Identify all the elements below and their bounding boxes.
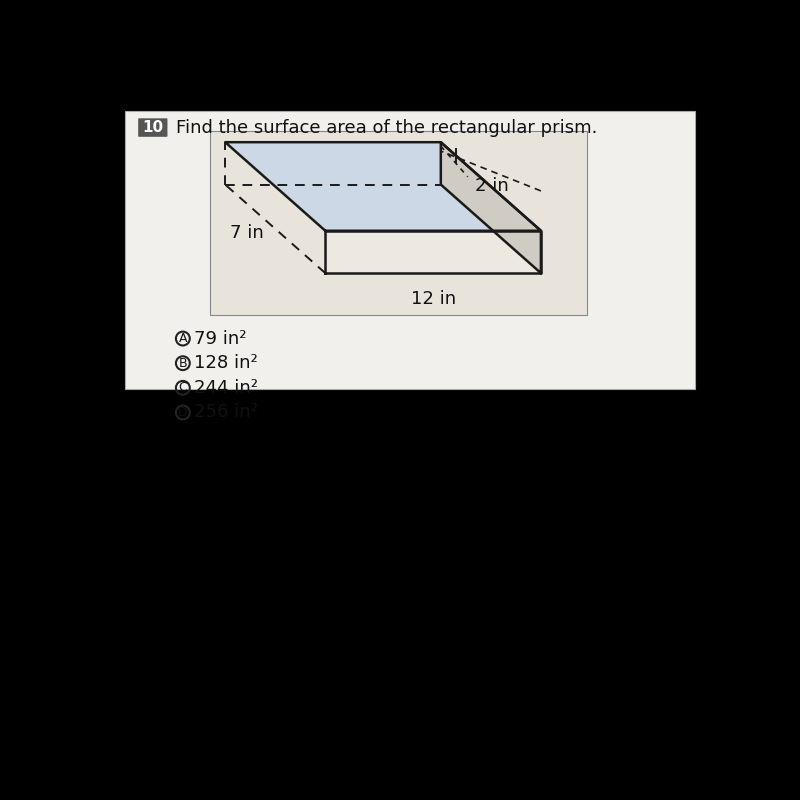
Text: 256 in²: 256 in²: [194, 403, 258, 422]
FancyBboxPatch shape: [125, 111, 695, 389]
Text: 128 in²: 128 in²: [194, 354, 258, 372]
Bar: [210, 130, 587, 315]
Polygon shape: [226, 142, 541, 230]
Text: Find the surface area of the rectangular prism.: Find the surface area of the rectangular…: [176, 118, 598, 137]
Text: 10: 10: [142, 120, 163, 135]
Text: A: A: [178, 332, 187, 345]
Text: 7 in: 7 in: [230, 224, 264, 242]
Text: 79 in²: 79 in²: [194, 330, 247, 347]
Text: D: D: [178, 406, 188, 419]
FancyBboxPatch shape: [138, 118, 167, 137]
Polygon shape: [326, 230, 541, 273]
Polygon shape: [441, 142, 541, 273]
Text: C: C: [178, 382, 187, 394]
Text: 2 in: 2 in: [475, 178, 509, 195]
Text: B: B: [178, 357, 187, 370]
Text: 244 in²: 244 in²: [194, 379, 258, 397]
Text: 12 in: 12 in: [410, 290, 456, 308]
